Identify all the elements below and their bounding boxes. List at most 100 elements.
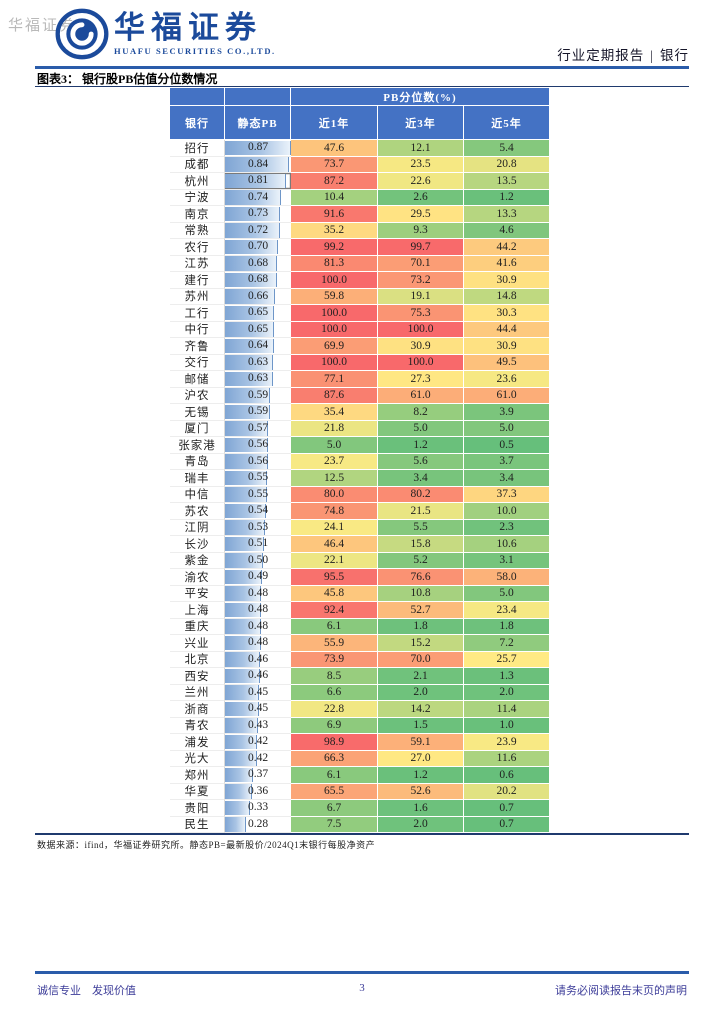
pb-value: 0.65 [247,322,269,335]
pb-value: 0.37 [247,768,269,780]
percentile-1y-cell: 100.0 [291,321,378,338]
huafu-logo-icon [55,7,109,61]
percentile-3y-cell: 10.8 [378,585,464,602]
percentile-1y-cell: 73.7 [291,156,378,173]
bank-cell: 重庆 [170,618,225,635]
bank-cell: 紫金 [170,552,225,569]
pb-value: 0.81 [247,174,269,186]
pb-data-bar [225,206,281,221]
pb-value: 0.45 [247,685,269,698]
figure-bottom-divider [35,833,689,835]
pb-value: 0.66 [247,289,269,302]
pb-value: 0.54 [247,504,269,516]
pb-value: 0.55 [247,471,269,483]
bank-cell: 江苏 [170,255,225,272]
header-divider [35,66,689,69]
pb-data-bar [225,701,260,716]
percentile-3y-cell: 5.6 [378,453,464,470]
static-pb-cell: 0.42 [225,750,291,767]
pb-data-bar [225,685,260,700]
percentile-1y-cell: 80.0 [291,486,378,503]
static-pb-cell: 0.49 [225,569,291,586]
bank-cell: 建行 [170,272,225,289]
pb-data-bar [225,602,262,617]
pb-value: 0.55 [247,487,269,500]
static-pb-cell: 0.43 [225,717,291,734]
pb-data-bar [225,338,274,353]
percentile-5y-cell: 20.2 [464,783,550,800]
static-pb-cell: 0.45 [225,684,291,701]
bank-cell: 苏州 [170,288,225,305]
pb-data-bar [225,404,270,419]
static-pb-cell: 0.73 [225,206,291,223]
static-pb-cell: 0.59 [225,387,291,404]
pb-value: 0.50 [247,553,269,566]
bank-cell: 齐鲁 [170,338,225,355]
percentile-5y-cell: 14.8 [464,288,550,305]
pb-data-bar [225,569,263,584]
bank-cell: 浦发 [170,734,225,751]
percentile-5y-cell: 1.0 [464,717,550,734]
percentile-5y-cell: 1.3 [464,668,550,685]
static-pb-cell: 0.63 [225,371,291,388]
pb-data-bar [225,718,258,733]
percentile-1y-cell: 6.1 [291,618,378,635]
pb-data-bar [225,586,262,601]
figure-footnote: 数据来源：ifind，华福证券研究所。静态PB=最新股价/2024Q1末银行每股… [37,840,376,850]
footer-divider [35,971,689,974]
pb-value: 0.57 [247,421,269,434]
bank-cell: 平安 [170,585,225,602]
static-pb-cell: 0.45 [225,701,291,718]
bank-cell: 西安 [170,668,225,685]
percentile-5y-cell: 11.6 [464,750,550,767]
pb-data-bar [225,454,268,469]
percentile-3y-cell: 52.6 [378,783,464,800]
pb-value: 0.63 [247,372,269,384]
pb-data-bar [225,536,264,551]
percentile-5y-cell: 13.3 [464,206,550,223]
static-pb-cell: 0.65 [225,321,291,338]
bank-cell: 渝农 [170,569,225,586]
percentile-5y-cell: 5.4 [464,140,550,157]
pb-value: 0.53 [247,520,269,533]
percentile-3y-cell: 27.0 [378,750,464,767]
percentile-3y-cell: 1.2 [378,767,464,784]
percentile-5y-cell: 44.4 [464,321,550,338]
pb-value: 0.56 [247,454,269,467]
percentile-1y-cell: 66.3 [291,750,378,767]
percentile-3y-cell: 5.2 [378,552,464,569]
percentile-5y-cell: 30.9 [464,338,550,355]
pb-data-bar [225,817,247,832]
percentile-3y-cell: 80.2 [378,486,464,503]
percentile-3y-cell: 70.1 [378,255,464,272]
pb-value: 0.87 [247,141,269,153]
pb-value: 0.36 [247,784,269,797]
percentile-5y-cell: 25.7 [464,651,550,668]
percentile-3y-cell: 100.0 [378,354,464,371]
pb-value: 0.33 [247,801,269,813]
percentile-3y-cell: 12.1 [378,140,464,157]
static-pb-cell: 0.74 [225,189,291,206]
static-pb-cell: 0.55 [225,486,291,503]
pb-data-bar [225,305,275,320]
pb-value: 0.68 [247,256,269,269]
footer-disclaimer: 请务必阅读报告末页的声明 [555,985,687,997]
percentile-1y-cell: 65.5 [291,783,378,800]
static-pb-cell: 0.50 [225,552,291,569]
pb-value: 0.48 [247,636,269,648]
static-pb-cell: 0.81 [225,173,291,190]
pb-data-bar [225,322,275,337]
percentile-1y-cell: 100.0 [291,305,378,322]
pb-data-bar [225,520,266,535]
brand-block: 华福证券 HUAFU SECURITIES CO.,LTD. [114,11,276,56]
percentile-3y-cell: 1.2 [378,437,464,454]
static-pb-cell: 0.84 [225,156,291,173]
percentile-3y-cell: 27.3 [378,371,464,388]
report-type: 行业定期报告 [557,48,645,63]
percentile-1y-cell: 35.4 [291,404,378,421]
brand-name-en: HUAFU SECURITIES CO.,LTD. [114,46,276,56]
percentile-3y-cell: 22.6 [378,173,464,190]
static-pb-cell: 0.37 [225,767,291,784]
bank-cell: 沪农 [170,387,225,404]
report-meta: 行业定期报告 | 银行 [557,44,689,64]
